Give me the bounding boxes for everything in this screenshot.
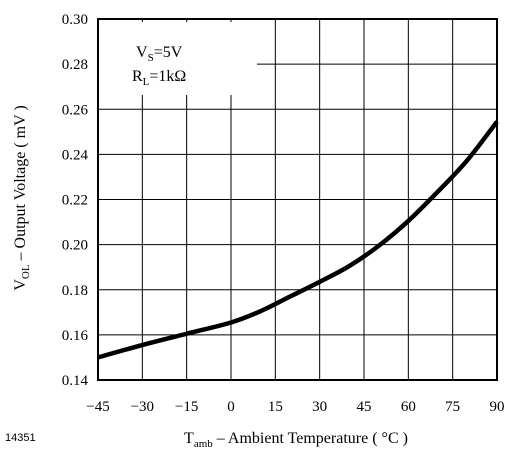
x-tick-label: −45 xyxy=(86,399,109,415)
y-tick-label: 0.28 xyxy=(62,57,88,73)
y-tick-label: 0.18 xyxy=(62,283,88,299)
y-tick-label: 0.20 xyxy=(62,238,88,254)
x-tick-labels: −45 −30 −15 0 15 30 45 60 75 90 xyxy=(86,399,504,415)
x-tick-label: 45 xyxy=(357,399,372,415)
y-tick-label: 0.26 xyxy=(62,102,89,118)
y-tick-label: 0.14 xyxy=(62,373,89,389)
y-tick-label: 0.30 xyxy=(62,12,88,28)
annotation-box xyxy=(99,22,257,95)
y-tick-labels: 0.14 0.16 0.18 0.20 0.22 0.24 0.26 0.28 0.30 xyxy=(62,12,89,389)
y-tick-label: 0.22 xyxy=(62,193,88,209)
annotation-vs: VS=5V xyxy=(136,44,183,64)
figure-id: 14351 xyxy=(5,432,36,444)
x-axis-label: Tamb – Ambient Temperature ( °C ) xyxy=(184,430,408,450)
annotation-rl: RL=1kΩ xyxy=(132,68,186,88)
x-tick-label: 0 xyxy=(227,399,235,415)
y-axis-label: VOL – Output Voltage ( mV ) xyxy=(12,105,32,290)
x-tick-label: 30 xyxy=(312,399,327,415)
x-tick-label: 90 xyxy=(490,399,505,415)
x-tick-label: −15 xyxy=(175,399,198,415)
plot-frame xyxy=(97,18,498,381)
x-tick-label: −30 xyxy=(131,399,154,415)
y-tick-label: 0.16 xyxy=(62,328,89,344)
y-tick-label: 0.24 xyxy=(62,147,89,163)
series-line xyxy=(97,120,499,360)
plot-border xyxy=(97,18,498,381)
x-tick-label: 15 xyxy=(268,399,283,415)
x-tick-label: 75 xyxy=(445,399,460,415)
x-tick-label: 60 xyxy=(401,399,416,415)
